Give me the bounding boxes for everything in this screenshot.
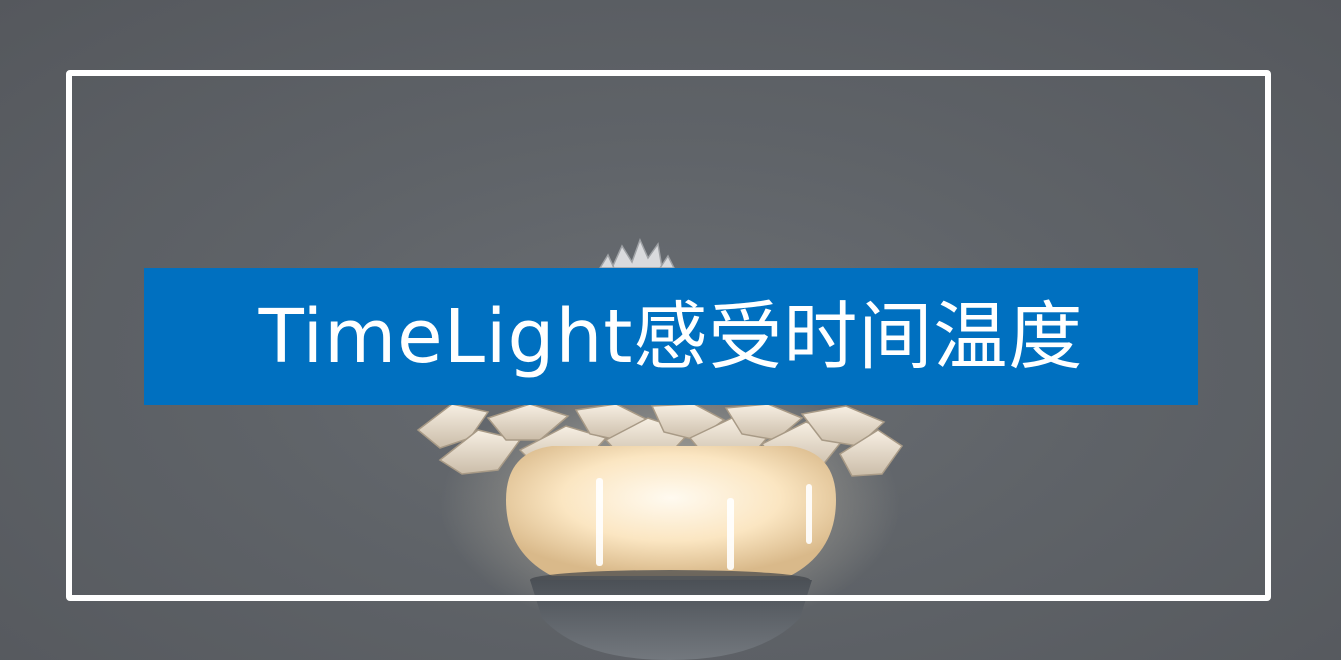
lamp-globe (506, 446, 836, 576)
white-frame (66, 70, 1271, 601)
title-banner: TimeLight感受时间温度 (144, 268, 1198, 405)
lamp-petals (416, 403, 904, 477)
banner-title: TimeLight感受时间温度 (258, 293, 1084, 380)
lamp-slits (596, 478, 812, 570)
